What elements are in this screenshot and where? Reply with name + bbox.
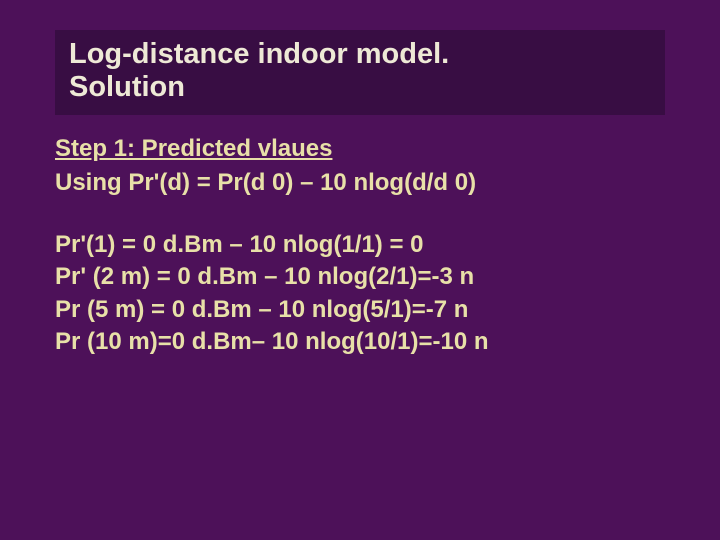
slide-title-line2: Solution: [69, 71, 651, 104]
calc-line: Pr' (2 m) = 0 d.Bm – 10 nlog(2/1)=-3 n: [55, 261, 665, 293]
step-heading: Step 1: Predicted vlaues: [55, 135, 665, 163]
calc-line: Pr'(1) = 0 d.Bm – 10 nlog(1/1) = 0: [55, 229, 665, 261]
title-box: Log-distance indoor model. Solution: [55, 30, 665, 115]
calc-line: Pr (10 m)=0 d.Bm– 10 nlog(10/1)=-10 n: [55, 326, 665, 358]
slide-container: Log-distance indoor model. Solution Step…: [0, 0, 720, 540]
calculations-section: Pr'(1) = 0 d.Bm – 10 nlog(1/1) = 0 Pr' (…: [55, 229, 665, 359]
formula-line: Using Pr'(d) = Pr(d 0) – 10 nlog(d/d 0): [55, 167, 665, 199]
slide-title-line1: Log-distance indoor model.: [69, 38, 651, 71]
step-section: Step 1: Predicted vlaues Using Pr'(d) = …: [55, 135, 665, 199]
calc-line: Pr (5 m) = 0 d.Bm – 10 nlog(5/1)=-7 n: [55, 294, 665, 326]
